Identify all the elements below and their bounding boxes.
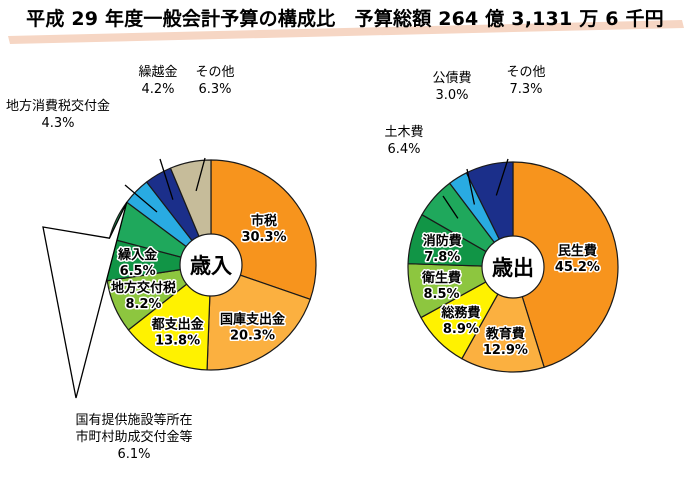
pie-slice[interactable] bbox=[127, 264, 212, 371]
pie-slice[interactable] bbox=[206, 264, 311, 371]
pie-slice[interactable] bbox=[512, 161, 619, 368]
slice-label: 都支出金 13.8% bbox=[151, 317, 205, 349]
label-leader-line bbox=[442, 195, 459, 219]
label-leader-line bbox=[159, 158, 174, 200]
page-title: 平成 29 年度一般会計予算の構成比 予算総額 264 億 3,131 万 6 … bbox=[26, 8, 664, 30]
chart-center-label: 歳入 bbox=[190, 254, 232, 278]
pie-charts-svg: 市税 30.3% 国庫支出金 20.3% 都支出金 13.8% 地方交付税 8.2%繰入金 6.… bbox=[6, 65, 619, 462]
charts-container: 市税 30.3% 国庫支出金 20.3% 都支出金 13.8% 地方交付税 8.2% 繰入金 6.… bbox=[0, 46, 690, 483]
slice-label: 民生費 45.2% bbox=[555, 243, 600, 275]
donut-hole bbox=[179, 233, 243, 297]
chart-annotations: 地方消費税交付金 4.3% 繰越金 4.2% その他 6.3% 国有提供施設等所在市町村助成… bbox=[6, 65, 546, 462]
slice-label: 総務費 8.9% bbox=[440, 305, 480, 337]
outer-slice-label: その他 6.3% bbox=[195, 65, 234, 97]
slice-label: 消防費 7.8% bbox=[423, 233, 462, 265]
outer-slice-label: その他 7.3% bbox=[506, 65, 545, 97]
revenue-pie-chart: 市税 30.3% 国庫支出金 20.3% 都支出金 13.8% 地方交付税 8.2%繰入金 6.… bbox=[105, 159, 317, 371]
label-leader-line bbox=[195, 157, 206, 192]
label-leader-line bbox=[466, 168, 476, 205]
slice-label: 繰入金 6.5% bbox=[118, 247, 158, 279]
slice-label: 国庫支出金 20.3% bbox=[220, 312, 286, 344]
title-decoration-band bbox=[8, 20, 684, 44]
outer-slice-label: 地方消費税交付金 4.3% bbox=[6, 98, 110, 131]
slice-label: 教育費 12.9% bbox=[483, 326, 528, 358]
expenditure-pie-chart: 民生費 45.2% 教育費 12.9%総務費 8.9%衛生費 8.5% 消防費 7.8% 歳出 bbox=[407, 161, 619, 373]
pie-slice[interactable] bbox=[461, 266, 545, 373]
slice-label: 衛生費 8.5% bbox=[421, 270, 461, 302]
label-leader-line bbox=[124, 184, 158, 213]
title-band: 平成 29 年度一般会計予算の構成比 予算総額 264 億 3,131 万 6 … bbox=[0, 0, 690, 46]
outer-slice-label: 繰越金 4.2% bbox=[138, 65, 177, 97]
callout-label: 国有提供施設等所在市町村助成交付金等 6.1% bbox=[75, 412, 192, 462]
callout-wedge bbox=[42, 201, 128, 399]
outer-slice-label: 土木費 6.4% bbox=[384, 125, 423, 157]
slice-label: 市税 30.3% bbox=[241, 213, 286, 245]
chart-center-label: 歳出 bbox=[492, 256, 534, 280]
label-leader-line bbox=[495, 158, 509, 196]
slice-label: 地方交付税 8.2% bbox=[111, 280, 176, 312]
outer-slice-label: 公債費 3.0% bbox=[432, 71, 471, 103]
donut-hole bbox=[481, 235, 545, 299]
